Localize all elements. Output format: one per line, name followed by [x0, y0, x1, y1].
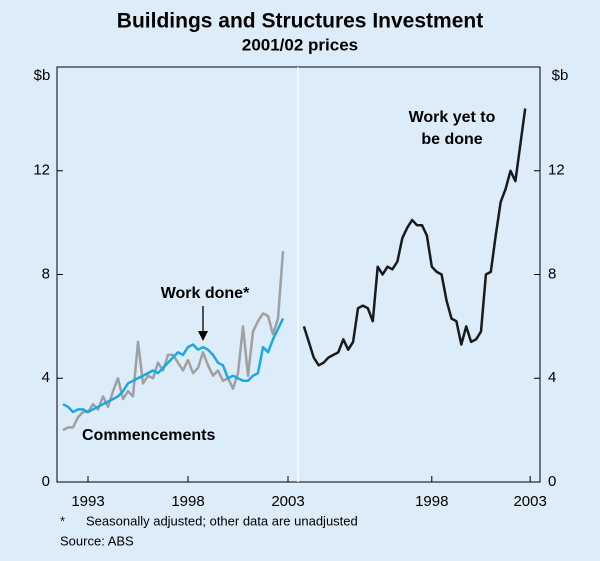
line-series: [62, 318, 285, 414]
y-tick-label: 8: [548, 265, 556, 282]
y-tick-label: 4: [42, 369, 50, 386]
x-tick-label: 2003: [513, 493, 546, 510]
x-tick-label: 1998: [171, 493, 204, 510]
y-tick-label: 4: [548, 369, 556, 386]
y-tick-label: 8: [42, 265, 50, 282]
x-tick-label: 2003: [271, 493, 304, 510]
y-tick-label: 12: [33, 162, 50, 179]
line-series: [302, 108, 527, 367]
y-axis-label: $b: [34, 67, 51, 84]
chart-title: Buildings and Structures Investment: [117, 10, 483, 33]
x-tick-label: 1993: [71, 493, 104, 510]
y-tick-label: 0: [548, 473, 556, 490]
x-tick-label: 1998: [415, 493, 448, 510]
footnote-mark: *: [60, 513, 65, 528]
series-label: Work yet to: [409, 109, 496, 126]
series-label: Work done*: [161, 285, 250, 302]
series-label: be done: [421, 131, 482, 148]
line-series: [62, 251, 285, 432]
footnote: Seasonally adjusted; other data are unad…: [86, 513, 358, 528]
series-label: Commencements: [82, 427, 215, 444]
source: Source: ABS: [60, 533, 134, 548]
chart-subtitle: 2001/02 prices: [242, 35, 358, 54]
y-tick-label: 0: [42, 473, 50, 490]
annotation-arrowhead: [198, 331, 208, 341]
y-tick-label: 12: [548, 162, 565, 179]
y-axis-label: $b: [552, 67, 569, 84]
